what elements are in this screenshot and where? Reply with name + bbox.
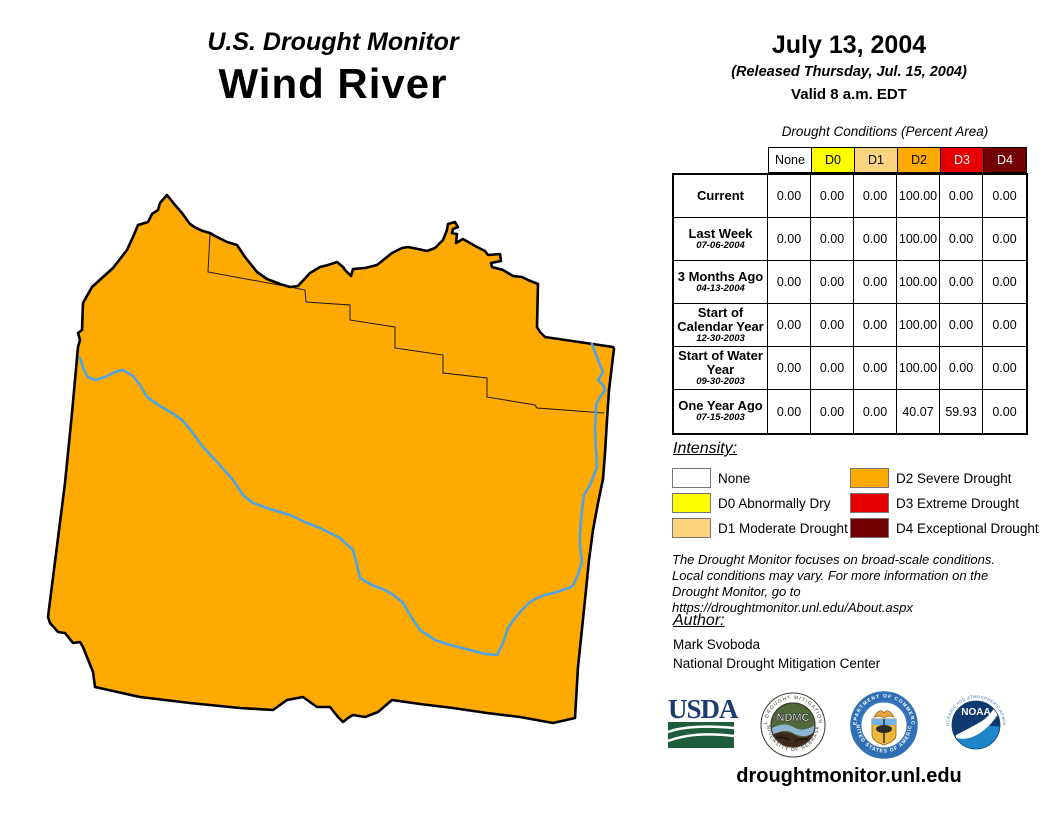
table-cell: 0.00 — [768, 347, 811, 390]
wind-river-region — [46, 193, 616, 725]
noaa-bird-icon — [956, 705, 1000, 739]
table-cell: 0.00 — [940, 304, 983, 347]
river-line-main — [78, 356, 573, 657]
column-header-d3: D3 — [941, 147, 984, 173]
table-cell: 0.00 — [854, 304, 897, 347]
table-cell: 0.00 — [983, 175, 1026, 218]
author-name: Mark Svoboda — [673, 637, 761, 652]
row-label-one-year-ago: One Year Ago 07-15-2003 — [674, 390, 768, 433]
table-cell: 0.00 — [854, 175, 897, 218]
table-cell: 0.00 — [854, 390, 897, 433]
legend-item-d2: D2 Severe Drought — [850, 468, 1012, 488]
table-cell: 100.00 — [897, 304, 940, 347]
table-cell: 100.00 — [897, 175, 940, 218]
row-label-current: Current — [674, 175, 768, 218]
table-cell: 0.00 — [768, 390, 811, 433]
legend-swatch-d0 — [672, 493, 711, 513]
agency-logos: USDA NATIONAL DROUGHT MITIGATION CENTER … — [667, 691, 1007, 759]
table-cell: 0.00 — [811, 390, 854, 433]
table-cell: 0.00 — [854, 261, 897, 304]
table-cell: 40.07 — [897, 390, 940, 433]
disclaimer-text: The Drought Monitor focuses on broad-sca… — [672, 552, 996, 615]
table-cell: 0.00 — [768, 304, 811, 347]
noaa-wordmark: NOAA — [961, 707, 990, 718]
legend-item-d3: D3 Extreme Drought — [850, 493, 1019, 513]
county-boundary-line — [207, 233, 605, 414]
legend-item-d4: D4 Exceptional Drought — [850, 518, 1039, 538]
legend-swatch-none — [672, 468, 711, 488]
table-cell: 0.00 — [983, 347, 1026, 390]
legend-swatch-d4 — [850, 518, 889, 538]
table-cell: 0.00 — [983, 218, 1026, 261]
legend-swatch-d3 — [850, 493, 889, 513]
table-header-row: None D0 D1 D2 D3 D4 — [768, 147, 1027, 173]
table-cell: 0.00 — [854, 347, 897, 390]
table-cell: 100.00 — [897, 261, 940, 304]
valid-time: Valid 8 a.m. EDT — [791, 86, 907, 103]
table-cell: 0.00 — [992, 404, 1017, 419]
legend-item-none: None — [672, 468, 750, 488]
table-cell: 0.00 — [940, 175, 983, 218]
legend-swatch-d1 — [672, 518, 711, 538]
table-cell: 0.00 — [811, 175, 854, 218]
legend-item-d0: D0 Abnormally Dry — [672, 493, 831, 513]
doc-eagle-icon — [873, 710, 895, 718]
column-header-none: None — [769, 147, 812, 173]
table-cell: 0.00 — [811, 347, 854, 390]
row-label-start-calendar-year: Start of Calendar Year 12-30-2003 — [674, 304, 768, 347]
legend-item-d1: D1 Moderate Drought — [672, 518, 848, 538]
doc-seal-logo: DEPARTMENT OF COMMERCE UNITED STATES OF … — [850, 691, 918, 759]
ndmc-wordmark: NDMC — [777, 712, 810, 724]
droughtmonitor-url: droughtmonitor.unl.edu — [736, 765, 962, 787]
river-line-east — [569, 342, 607, 589]
table-cell: 0.00 — [811, 304, 854, 347]
usda-logo: USDA — [667, 694, 740, 748]
report-title: U.S. Drought Monitor — [207, 28, 459, 56]
column-header-d2: D2 — [898, 147, 941, 173]
intensity-heading: Intensity: — [673, 440, 738, 457]
column-header-d0: D0 — [812, 147, 855, 173]
table-cell: 100.00 — [897, 347, 940, 390]
row-label-start-water-year: Start of Water Year 09-30-2003 — [674, 347, 768, 390]
ndmc-logo: NATIONAL DROUGHT MITIGATION CENTER UNIVE… — [760, 692, 826, 758]
column-header-d1: D1 — [855, 147, 898, 173]
noaa-logo: NATIONAL OCEANIC AND ATMOSPHERIC ADMINIS… — [945, 694, 1007, 756]
table-cell: 0.00 — [940, 218, 983, 261]
drought-conditions-table: Current 0.00 0.00 0.00 100.00 0.00 0.00 … — [672, 173, 1028, 435]
column-header-d4: D4 — [984, 147, 1027, 173]
table-cell: 0.00 — [811, 261, 854, 304]
drought-map — [46, 193, 616, 725]
table-cell: 100.00 — [897, 218, 940, 261]
row-label-last-week: Last Week 07-06-2004 — [674, 218, 768, 261]
table-cell: 0.00 — [940, 347, 983, 390]
author-heading: Author: — [673, 612, 725, 629]
usda-wordmark: USDA — [668, 694, 739, 724]
table-cell: 0.00 — [940, 261, 983, 304]
row-label-3-months-ago: 3 Months Ago 04-13-2004 — [674, 261, 768, 304]
table-cell: 0.00 — [768, 261, 811, 304]
table-cell: 0.00 — [854, 218, 897, 261]
release-date: (Released Thursday, Jul. 15, 2004) — [731, 64, 967, 80]
table-caption: Drought Conditions (Percent Area) — [781, 124, 989, 139]
table-cell: 0.00 — [811, 218, 854, 261]
author-organization: National Drought Mitigation Center — [673, 656, 881, 671]
table-cell: 0.00 — [768, 218, 811, 261]
legend-swatch-d2 — [850, 468, 889, 488]
table-cell: 0.00 — [768, 175, 811, 218]
map-date: July 13, 2004 — [771, 31, 927, 59]
table-cell: 0.00 — [983, 304, 1026, 347]
table-cell: 59.93 — [940, 390, 983, 433]
table-cell: 0.00 — [983, 261, 1026, 304]
region-title: Wind River — [218, 60, 448, 107]
